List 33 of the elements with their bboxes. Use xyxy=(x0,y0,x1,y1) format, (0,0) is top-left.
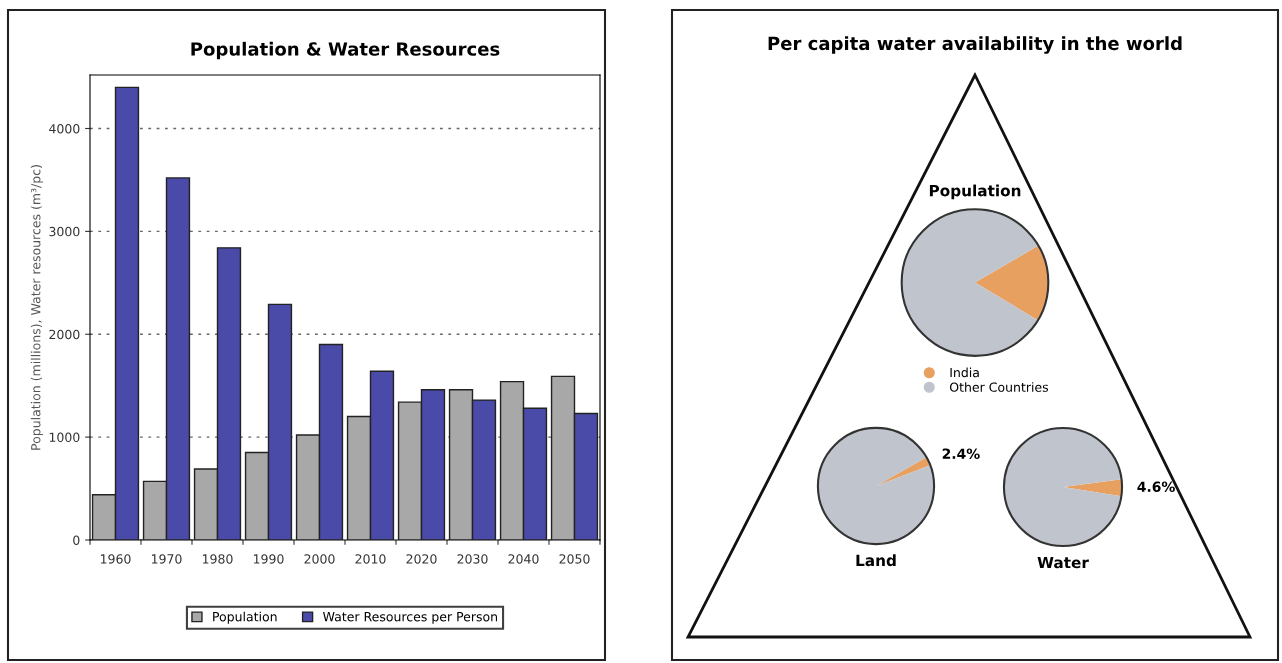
chart-title: Per capita water availability in the world xyxy=(768,36,1182,54)
x-tick-label: 2000 xyxy=(304,554,335,564)
y-tick-label: 0 xyxy=(73,535,80,545)
y-axis-title: Population (millions), Water resources (m³/pc) xyxy=(30,165,43,450)
pie-slice xyxy=(975,245,1049,321)
y-tick-label: 4000 xyxy=(49,123,80,134)
x-tick-label: 2040 xyxy=(508,554,539,564)
x-tick-label: 2020 xyxy=(406,554,437,564)
chart-title: Population & Water Resources xyxy=(191,41,500,60)
legend-label: Other Countries xyxy=(949,382,1049,392)
pie-slice xyxy=(876,457,931,486)
text: Water xyxy=(1037,556,1089,569)
y-tick-label: 1000 xyxy=(49,432,80,443)
text: Land xyxy=(856,554,896,567)
data-label: 2.4% xyxy=(942,448,980,459)
x-tick-label: 1980 xyxy=(202,554,233,564)
x-tick-label: 1960 xyxy=(100,554,131,564)
x-tick-label: 2030 xyxy=(457,554,488,564)
x-tick-label: 1970 xyxy=(151,554,182,564)
x-tick-label: 2050 xyxy=(559,554,590,564)
x-tick-label: 2010 xyxy=(355,554,386,564)
chart-subtitle: Population xyxy=(929,184,1021,200)
pie-slice xyxy=(816,426,936,546)
pie-slice xyxy=(1002,426,1124,548)
x-tick-label: 1990 xyxy=(253,554,284,564)
y-tick-label: 2000 xyxy=(49,329,80,340)
data-label: 4.6% xyxy=(1137,481,1175,492)
y-tick-label: 3000 xyxy=(49,226,80,237)
pie-slice xyxy=(1063,479,1123,497)
legend-label: India xyxy=(950,367,979,378)
legend-label: Population xyxy=(213,611,277,624)
pie-slice xyxy=(901,209,1039,356)
legend-label: Water Resources per Person xyxy=(323,612,497,624)
